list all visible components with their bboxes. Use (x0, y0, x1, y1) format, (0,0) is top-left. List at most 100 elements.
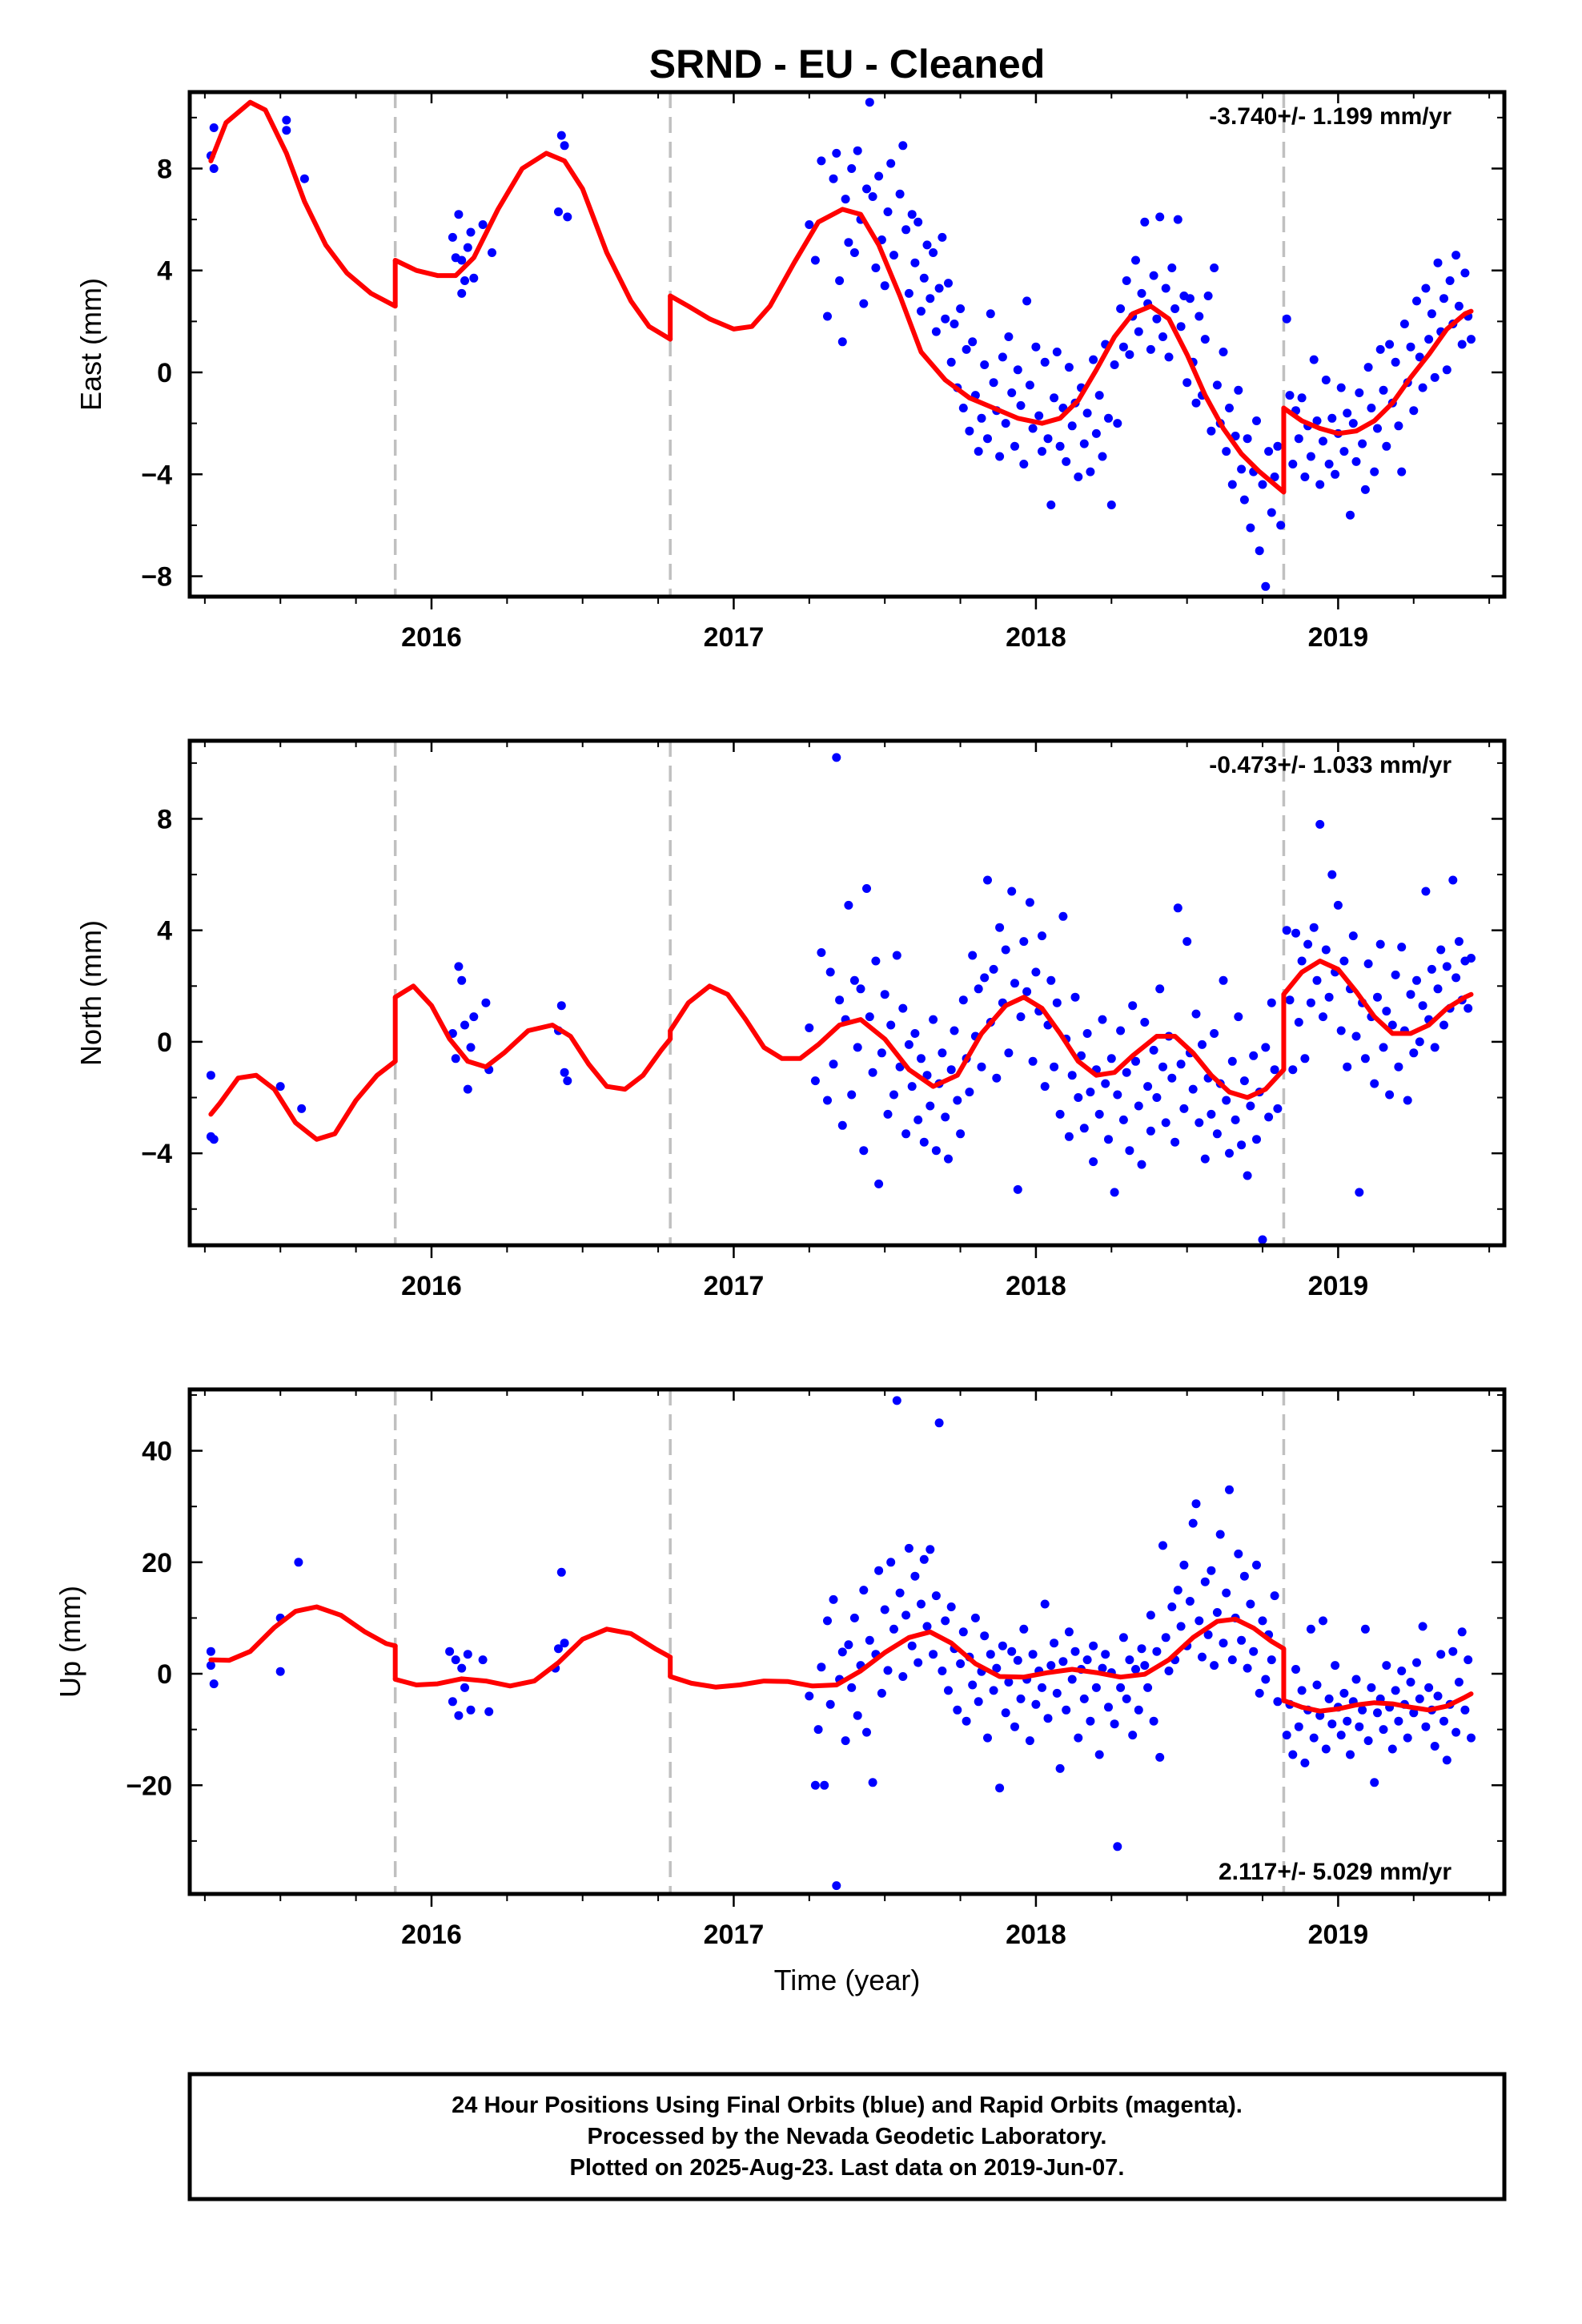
east-point-14 (469, 273, 479, 283)
east-point-130 (1149, 271, 1158, 280)
north-xtick-label-3: 2019 (1308, 1271, 1369, 1301)
up-point-170 (1261, 1675, 1271, 1684)
north-ytick-label-3: 8 (157, 804, 172, 834)
up-point-147 (1191, 1499, 1201, 1509)
north-point-136 (1167, 1073, 1177, 1083)
up-point-106 (1067, 1675, 1077, 1684)
north-point-180 (1306, 998, 1315, 1007)
up-point-221 (1421, 1722, 1431, 1731)
up-point-151 (1203, 1630, 1213, 1639)
up-point-27 (829, 1594, 838, 1604)
up-point-168 (1255, 1688, 1264, 1698)
up-point-55 (913, 1658, 923, 1667)
north-point-155 (1225, 1148, 1234, 1158)
east-point-120 (1118, 342, 1128, 352)
north-point-209 (1394, 1062, 1403, 1072)
north-point-83 (1007, 887, 1017, 896)
east-ytick-label-4: 8 (157, 154, 172, 184)
up-point-211 (1391, 1686, 1400, 1695)
up-point-42 (874, 1566, 884, 1575)
east-point-3 (282, 115, 291, 125)
east-point-64 (950, 320, 959, 328)
east-point-40 (874, 171, 884, 181)
up-point-169 (1258, 1616, 1267, 1626)
east-point-187 (1324, 460, 1334, 468)
east-point-151 (1212, 380, 1222, 390)
east-fit-line-2 (668, 207, 1287, 495)
east-point-68 (962, 344, 971, 354)
up-point-138 (1164, 1667, 1174, 1675)
east-point-107 (1079, 439, 1089, 448)
up-point-104 (1062, 1705, 1071, 1715)
up-point-80 (989, 1686, 998, 1695)
up-point-167 (1252, 1560, 1261, 1570)
east-point-36 (862, 184, 871, 194)
up-y-axis-label: Up (mm) (54, 1586, 86, 1698)
north-point-42 (883, 1109, 893, 1119)
east-point-195 (1348, 419, 1358, 428)
up-point-187 (1319, 1616, 1327, 1626)
east-point-12 (463, 243, 472, 252)
north-point-106 (1077, 1051, 1086, 1060)
east-point-132 (1155, 212, 1165, 222)
north-point-84 (1010, 979, 1019, 988)
east-point-215 (1409, 406, 1419, 416)
north-point-143 (1188, 1084, 1198, 1094)
up-point-15 (484, 1707, 494, 1716)
north-point-105 (1074, 1093, 1083, 1102)
north-point-212 (1403, 1096, 1412, 1105)
up-point-20 (805, 1691, 814, 1701)
north-point-168 (1264, 1112, 1274, 1122)
north-rate-label: -0.473+/- 1.033 mm/yr (1209, 752, 1452, 778)
up-point-173 (1270, 1591, 1279, 1601)
north-point-12 (469, 1012, 479, 1022)
up-point-225 (1433, 1691, 1443, 1701)
east-ytick-label-2: 0 (157, 358, 172, 388)
up-point-205 (1373, 1708, 1382, 1718)
north-point-196 (1355, 1188, 1364, 1197)
east-point-30 (844, 238, 853, 247)
north-point-125 (1134, 1101, 1143, 1111)
north-point-39 (874, 1179, 884, 1188)
up-point-73 (968, 1680, 978, 1690)
east-point-219 (1421, 283, 1431, 293)
up-point-48 (892, 1396, 901, 1405)
east-point-145 (1195, 312, 1204, 321)
east-point-160 (1239, 495, 1249, 505)
north-point-0 (206, 1071, 215, 1080)
north-point-81 (1001, 945, 1010, 955)
up-point-22 (813, 1725, 823, 1735)
north-point-104 (1070, 992, 1080, 1002)
north-ytick-label-2: 4 (157, 916, 172, 947)
east-point-226 (1442, 365, 1452, 375)
up-point-154 (1212, 1608, 1222, 1617)
north-point-3 (275, 1082, 285, 1092)
up-point-0 (206, 1647, 215, 1656)
up-point-33 (847, 1683, 857, 1692)
north-point-8 (457, 975, 467, 985)
north-point-179 (1303, 939, 1313, 949)
up-point-177 (1288, 1750, 1298, 1759)
north-point-202 (1373, 992, 1382, 1002)
north-point-23 (825, 967, 835, 977)
north-point-115 (1104, 1135, 1113, 1144)
east-point-99 (1055, 441, 1065, 451)
north-point-183 (1315, 819, 1325, 829)
north-point-225 (1442, 962, 1452, 971)
north-point-123 (1128, 1001, 1138, 1011)
up-point-68 (953, 1705, 962, 1715)
up-point-234 (1460, 1705, 1470, 1715)
north-point-77 (989, 964, 998, 974)
east-point-204 (1375, 344, 1385, 354)
east-point-62 (944, 279, 953, 288)
east-point-44 (886, 159, 896, 168)
north-point-112 (1094, 1109, 1104, 1119)
north-fit-line-0 (208, 1059, 398, 1142)
east-point-15 (478, 220, 488, 229)
east-point-23 (817, 156, 826, 166)
up-point-199 (1355, 1722, 1364, 1731)
north-point-99 (1055, 1109, 1065, 1119)
east-point-103 (1067, 421, 1077, 431)
east-point-200 (1363, 363, 1373, 372)
up-point-46 (886, 1558, 896, 1567)
